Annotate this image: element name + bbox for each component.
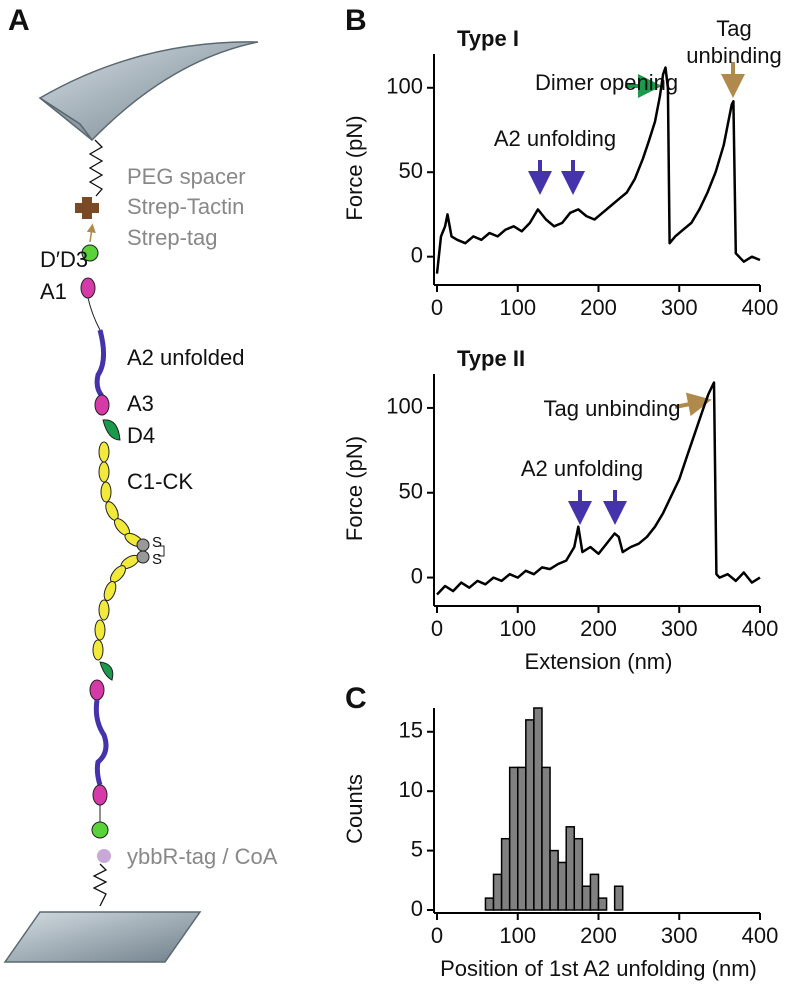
x-tick-label: 200 [580, 616, 617, 641]
bar [533, 707, 543, 911]
bar [557, 861, 567, 911]
bar [589, 873, 600, 911]
annotation: Tag unbinding [686, 16, 782, 68]
label: D4 [127, 423, 155, 448]
diagram-labels: PEG spacer Strep-Tactin Strep-tag D′D3 A… [40, 164, 278, 869]
annotation: A2 unfolding [494, 126, 616, 151]
x-tick-label: 300 [661, 295, 698, 320]
bar [525, 719, 535, 911]
x-tick-label: 0 [431, 923, 443, 948]
label: A1 [40, 279, 67, 304]
x-tick-label: 400 [742, 616, 779, 641]
label: S [152, 551, 162, 568]
label: A3 [127, 391, 154, 416]
annotation-arrows [528, 62, 745, 525]
y-tick-label: 0 [411, 563, 423, 588]
x-tick-label: 100 [499, 295, 536, 320]
label: ybbR-tag / CoA [127, 844, 278, 869]
bar [573, 837, 584, 911]
y-tick-label: 5 [411, 836, 423, 861]
annotation: Tag unbinding [543, 396, 680, 421]
bar [508, 766, 519, 911]
force-trace [436, 381, 761, 596]
force-trace [435, 66, 761, 274]
y-tick-label: 0 [411, 242, 423, 267]
x-axis-label: Extension (nm) [525, 649, 673, 674]
bar [541, 766, 551, 911]
x-tick-label: 300 [661, 923, 698, 948]
x-axis-label: Position of 1st A2 unfolding (nm) [440, 956, 757, 981]
panel-label: A [8, 4, 30, 37]
bar [484, 897, 495, 911]
label: C1-CK [127, 469, 193, 494]
label: PEG spacer [127, 164, 246, 189]
y-tick-label: 10 [399, 777, 423, 802]
x-tick-label: 400 [742, 923, 779, 948]
label: A2 unfolded [127, 345, 244, 370]
x-tick-label: 0 [431, 616, 443, 641]
label: S [152, 534, 162, 551]
y-tick-label: 100 [386, 74, 423, 99]
y-tick-label: 50 [399, 158, 423, 183]
x-tick-label: 100 [499, 616, 536, 641]
y-axis-label: Counts [342, 774, 367, 844]
bar [581, 885, 592, 911]
diagram [3, 41, 259, 963]
y-tick-label: 50 [399, 479, 423, 504]
x-tick-label: 400 [742, 295, 779, 320]
label: D′D3 [40, 247, 88, 272]
x-tick-label: 100 [499, 923, 536, 948]
x-tick-label: 200 [580, 295, 617, 320]
bar [500, 837, 511, 911]
bar [597, 897, 608, 911]
bar [517, 766, 527, 911]
y-tick-label: 15 [399, 718, 423, 743]
x-tick-label: 0 [431, 295, 443, 320]
annotation: Dimer opening [535, 70, 678, 95]
panel-label: B [345, 4, 367, 37]
chart-title: Type I [457, 26, 519, 51]
annotation: A2 unfolding [521, 456, 643, 481]
y-axis-label: Force (pN) [342, 436, 367, 541]
label: Strep-Tactin [127, 194, 244, 219]
x-tick-label: 200 [580, 923, 617, 948]
bar [613, 885, 624, 911]
y-tick-label: 0 [411, 896, 423, 921]
bar [565, 826, 576, 911]
x-tick-label: 300 [661, 616, 698, 641]
panel-label: C [345, 682, 367, 715]
chart-title: Type II [457, 346, 525, 371]
y-tick-label: 100 [386, 394, 423, 419]
y-axis-label: Force (pN) [342, 115, 367, 220]
bar [492, 873, 503, 911]
label: Strep-tag [127, 225, 218, 250]
bar [549, 849, 559, 911]
